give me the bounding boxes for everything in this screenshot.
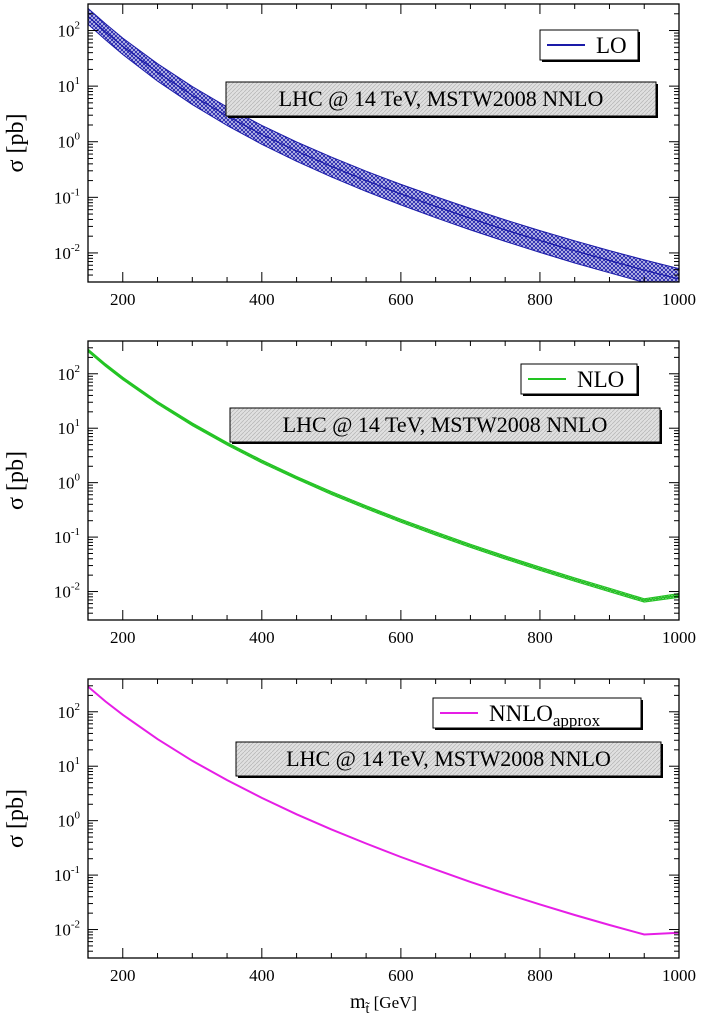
x-tick-label: 200 (110, 290, 136, 309)
panel-3: 200 400 600 800 1000 10-2 10-1 100 101 102 σ [pb] N… (3, 678, 696, 1016)
y-tick-label: 10-2 (54, 581, 80, 602)
y-tick-label: 101 (58, 755, 81, 776)
annotation: LHC @ 14 TeV, MSTW2008 NNLO (235, 741, 663, 778)
plot-frame (87, 3, 680, 283)
y-axis-label: σ [pb] (3, 451, 29, 510)
uncertainty-band (88, 7, 679, 282)
y-tick-label: 100 (58, 472, 81, 493)
y-axis-label: σ [pb] (3, 789, 29, 848)
x-tick-label: 600 (388, 628, 414, 647)
x-tick-label: 600 (388, 966, 414, 985)
x-tick-label: 1000 (662, 290, 696, 309)
y-axis-label: σ [pb] (3, 114, 29, 173)
plot-frame (87, 340, 680, 621)
legend: NNLOapprox (432, 697, 643, 730)
legend-label: NNLOapprox (489, 701, 601, 730)
x-tick-label: 800 (527, 966, 553, 985)
y-tick-label: 102 (58, 363, 81, 384)
panel-2: 200 400 600 800 1000 10-2 10-1 100 101 102 σ [pb] N… (3, 340, 696, 647)
series-NNLO_approx (88, 685, 679, 936)
y-tick-label: 10-2 (54, 242, 80, 263)
annotation: LHC @ 14 TeV, MSTW2008 NNLO (225, 81, 658, 118)
x-tick-label: 400 (249, 966, 275, 985)
panel-1: 200 400 600 800 1000 10-2 10-1 100 101 102 σ [pb] L… (3, 3, 696, 309)
y-tick-label: 10-1 (54, 526, 80, 547)
annotation-text: LHC @ 14 TeV, MSTW2008 NNLO (279, 86, 604, 111)
legend: NLO (520, 363, 639, 396)
x-tick-label: 1000 (662, 628, 696, 647)
y-tick-label: 10-1 (54, 186, 80, 207)
x-tick-label: 800 (527, 628, 553, 647)
legend-label: NLO (577, 367, 624, 392)
uncertainty-band (88, 348, 679, 603)
annotation-box (229, 407, 661, 443)
annotation-box (225, 81, 657, 117)
series-NLO (88, 348, 679, 603)
plot-frame (87, 678, 680, 959)
x-tick-label: 800 (527, 290, 553, 309)
y-tick-label: 102 (58, 20, 81, 41)
y-tick-label: 102 (58, 701, 81, 722)
y-tick-label: 10-2 (54, 919, 80, 940)
x-tick-label: 200 (110, 966, 136, 985)
annotation: LHC @ 14 TeV, MSTW2008 NNLO (229, 407, 662, 444)
legend: LO (539, 29, 640, 62)
annotation-text: LHC @ 14 TeV, MSTW2008 NNLO (286, 746, 611, 771)
x-tick-label: 400 (249, 628, 275, 647)
y-tick-label: 101 (58, 417, 81, 438)
legend-label: LO (596, 33, 627, 58)
y-tick-label: 101 (58, 75, 81, 96)
y-tick-label: 100 (58, 810, 81, 831)
y-tick-label: 100 (58, 131, 81, 152)
x-axis-label: mt̃ [GeV] (350, 991, 417, 1016)
x-tick-label: 600 (388, 290, 414, 309)
y-tick-label: 10-1 (54, 864, 80, 885)
x-tick-label: 200 (110, 628, 136, 647)
x-tick-label: 400 (249, 290, 275, 309)
annotation-text: LHC @ 14 TeV, MSTW2008 NNLO (283, 412, 608, 437)
annotation-box (235, 741, 662, 777)
x-tick-label: 1000 (662, 966, 696, 985)
